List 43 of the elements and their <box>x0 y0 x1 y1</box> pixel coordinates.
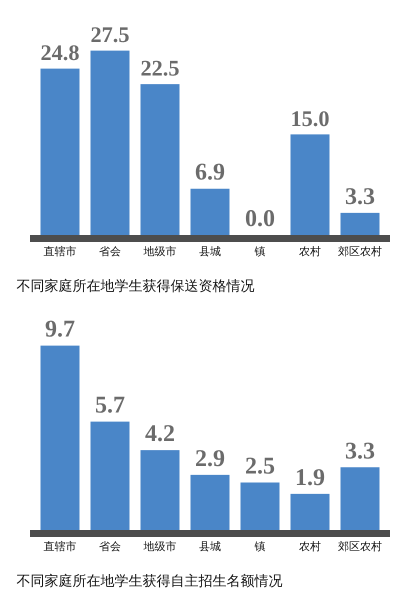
data-label: 9.7 <box>45 316 75 343</box>
bar <box>290 494 330 530</box>
x-tick-label: 郊区农村 <box>338 540 382 554</box>
data-label: 3.3 <box>345 438 375 464</box>
x-tick-label: 农村 <box>299 540 321 554</box>
data-label: 15.0 <box>290 106 330 131</box>
data-label: 0.0 <box>245 206 275 232</box>
bar <box>40 346 80 530</box>
x-tick-label: 县城 <box>199 245 221 258</box>
x-tick-label: 地级市 <box>142 540 176 554</box>
data-label: 3.3 <box>345 184 375 210</box>
bar <box>340 212 380 235</box>
bar <box>140 450 180 530</box>
data-label: 2.9 <box>195 446 225 472</box>
x-tick-label: 直辖市 <box>44 245 76 258</box>
data-label: 5.7 <box>95 392 125 419</box>
text: 不同家庭所在地学生获得自主招生名额情况 <box>16 574 282 590</box>
bar <box>190 188 230 235</box>
data-label: 22.5 <box>140 56 180 81</box>
x-tick-label: 郊区农村 <box>338 245 382 258</box>
bar <box>90 50 130 235</box>
bar <box>90 422 130 530</box>
data-label: 2.5 <box>245 453 275 480</box>
data-label: 4.2 <box>145 421 175 448</box>
x-tick-label: 地级市 <box>142 245 176 258</box>
x-tick-label: 省会 <box>99 245 121 258</box>
bar <box>40 68 80 235</box>
bar <box>290 134 330 235</box>
data-label: 24.8 <box>40 40 80 66</box>
bar <box>240 482 280 530</box>
x-tick-label: 农村 <box>299 245 321 258</box>
text: 不同家庭所在地学生获得保送资格情况 <box>16 278 254 295</box>
data-label: 1.9 <box>295 464 325 491</box>
x-tick-label: 镇 <box>254 245 266 258</box>
bar <box>190 474 230 530</box>
bar <box>140 84 180 235</box>
x-tick-label: 镇 <box>254 540 266 554</box>
data-label: 6.9 <box>195 160 225 186</box>
x-tick-label: 直辖市 <box>44 540 76 554</box>
bar <box>340 467 380 530</box>
data-label: 27.5 <box>90 22 130 47</box>
x-tick-label: 省会 <box>99 540 121 554</box>
x-tick-label: 县城 <box>199 540 221 554</box>
